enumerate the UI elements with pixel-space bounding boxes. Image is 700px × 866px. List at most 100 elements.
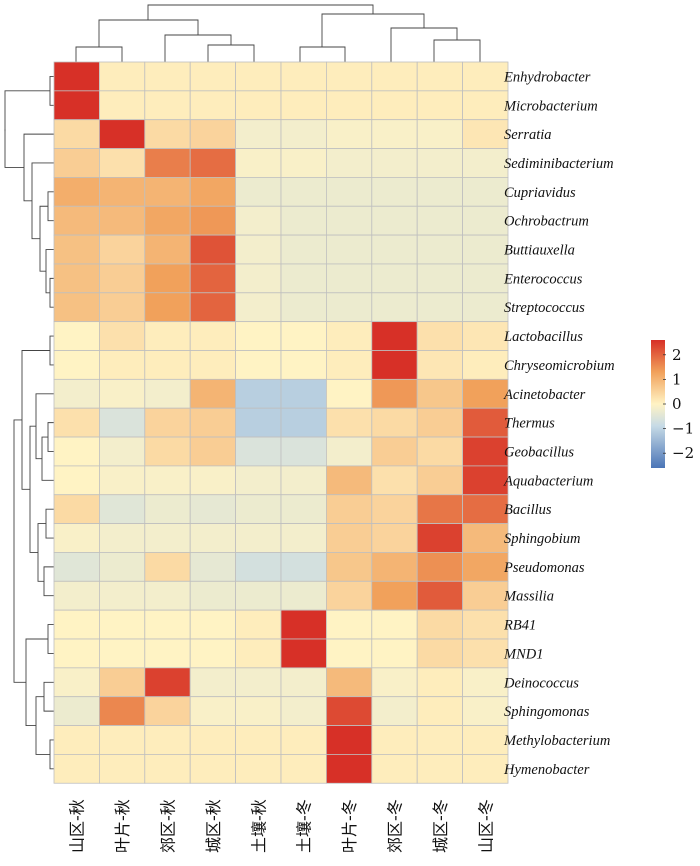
heatmap-cell bbox=[416, 148, 464, 178]
heatmap-cell bbox=[280, 61, 327, 92]
heatmap-cell bbox=[325, 754, 373, 784]
column-label: 郊区-冬 bbox=[386, 799, 405, 853]
heatmap-cell bbox=[235, 494, 282, 525]
heatmap-cell bbox=[416, 465, 464, 496]
row-labels: Enhydrobacter Microbacterium Serratia Sedim… bbox=[503, 69, 615, 777]
heatmap-cell bbox=[416, 205, 464, 236]
row-dendrogram-branch bbox=[39, 205, 48, 272]
row-dendrogram-branch bbox=[41, 436, 54, 481]
row-label: Enterococcus bbox=[503, 271, 583, 287]
heatmap-cell bbox=[416, 754, 464, 784]
heatmap-cell bbox=[325, 494, 373, 525]
heatmap-cell bbox=[416, 407, 464, 438]
heatmap-cell bbox=[144, 378, 191, 409]
heatmap-cell bbox=[99, 61, 146, 92]
heatmap-cell bbox=[53, 90, 100, 121]
heatmap-cell bbox=[371, 725, 418, 755]
heatmap-cell bbox=[53, 176, 100, 207]
heatmap-cell bbox=[325, 119, 373, 149]
heatmap-cell bbox=[280, 725, 327, 755]
heatmap-cell bbox=[189, 61, 236, 92]
row-dendrogram-branch bbox=[49, 277, 54, 308]
row-label: RB41 bbox=[503, 618, 536, 634]
row-dendrogram-branch bbox=[23, 133, 54, 202]
heatmap-cell bbox=[235, 321, 282, 351]
heatmap-cell bbox=[144, 494, 191, 525]
row-label: Enhydrobacter bbox=[503, 69, 591, 85]
heatmap-cell bbox=[462, 176, 509, 207]
heatmap-cell bbox=[53, 263, 100, 294]
row-dendrogram-branch bbox=[47, 624, 54, 654]
legend-tick-label: −1 bbox=[672, 420, 694, 438]
heatmap-cell bbox=[462, 119, 509, 149]
heatmap-cell bbox=[371, 90, 418, 121]
heatmap-cell bbox=[189, 667, 236, 698]
heatmap-cell bbox=[325, 148, 373, 178]
heatmap-cell bbox=[189, 378, 236, 409]
heatmap-cell bbox=[280, 407, 327, 438]
heatmap-cell bbox=[325, 436, 373, 467]
heatmap-cell bbox=[462, 148, 509, 178]
row-label: Sediminibacterium bbox=[504, 156, 614, 172]
heatmap-cell bbox=[416, 61, 464, 92]
heatmap-cell bbox=[280, 754, 327, 784]
heatmap-cell bbox=[416, 696, 464, 726]
heatmap-cell bbox=[462, 494, 509, 525]
row-label: Serratia bbox=[504, 127, 552, 143]
heatmap-cell bbox=[144, 176, 191, 207]
heatmap-cell bbox=[235, 61, 282, 92]
heatmap-cell bbox=[325, 638, 373, 669]
heatmap-cell bbox=[189, 609, 236, 640]
row-dendrogram-branch bbox=[35, 393, 54, 460]
heatmap-cell bbox=[371, 754, 418, 784]
row-dendrogram-branch bbox=[47, 191, 54, 222]
heatmap-cell bbox=[53, 494, 100, 525]
heatmap-cell bbox=[235, 292, 282, 323]
heatmap-cell bbox=[416, 321, 464, 351]
heatmap-cell bbox=[371, 494, 418, 525]
heatmap-cell bbox=[280, 263, 327, 294]
heatmap-cell bbox=[462, 754, 509, 784]
heatmap-cell bbox=[371, 436, 418, 467]
heatmap-cell bbox=[371, 523, 418, 553]
heatmap-cell bbox=[371, 263, 418, 294]
column-label: 土壤-冬 bbox=[295, 799, 314, 853]
heatmap-cell bbox=[280, 523, 327, 553]
heatmap-cell bbox=[416, 119, 464, 149]
heatmap-cell bbox=[280, 667, 327, 698]
heatmap-cell bbox=[280, 378, 327, 409]
heatmap-cell bbox=[280, 609, 327, 640]
heatmap-cell bbox=[416, 350, 464, 380]
heatmap-cell bbox=[99, 407, 146, 438]
heatmap-cell bbox=[416, 580, 464, 611]
heatmap-cell bbox=[235, 436, 282, 467]
heatmap-cell bbox=[189, 234, 236, 265]
heatmap-cell bbox=[280, 494, 327, 525]
heatmap-cell bbox=[235, 696, 282, 726]
heatmap-cell bbox=[462, 407, 509, 438]
heatmap-cell bbox=[280, 292, 327, 323]
heatmap-cell bbox=[99, 552, 146, 582]
row-label: Pseudomonas bbox=[503, 560, 585, 576]
heatmap-cell bbox=[371, 205, 418, 236]
heatmap-cells bbox=[53, 61, 509, 784]
heatmap-cell bbox=[280, 234, 327, 265]
heatmap-cell bbox=[99, 176, 146, 207]
heatmap-cell bbox=[235, 754, 282, 784]
heatmap-cell bbox=[99, 465, 146, 496]
heatmap-cell bbox=[144, 725, 191, 755]
heatmap-cell bbox=[235, 465, 282, 496]
heatmap-cell bbox=[99, 754, 146, 784]
heatmap-cell bbox=[53, 754, 100, 784]
row-label: Lactobacillus bbox=[503, 329, 583, 345]
heatmap-cell bbox=[371, 609, 418, 640]
heatmap-cell bbox=[189, 754, 236, 784]
heatmap-cell bbox=[462, 61, 509, 92]
column-label: 山区-冬 bbox=[476, 799, 495, 853]
color-legend: 2 1 0 −1 −2 bbox=[651, 340, 694, 468]
heatmap-cell bbox=[235, 148, 282, 178]
heatmap-cell bbox=[325, 234, 373, 265]
heatmap-cell bbox=[99, 696, 146, 726]
heatmap-cell bbox=[144, 90, 191, 121]
heatmap-cell bbox=[144, 638, 191, 669]
